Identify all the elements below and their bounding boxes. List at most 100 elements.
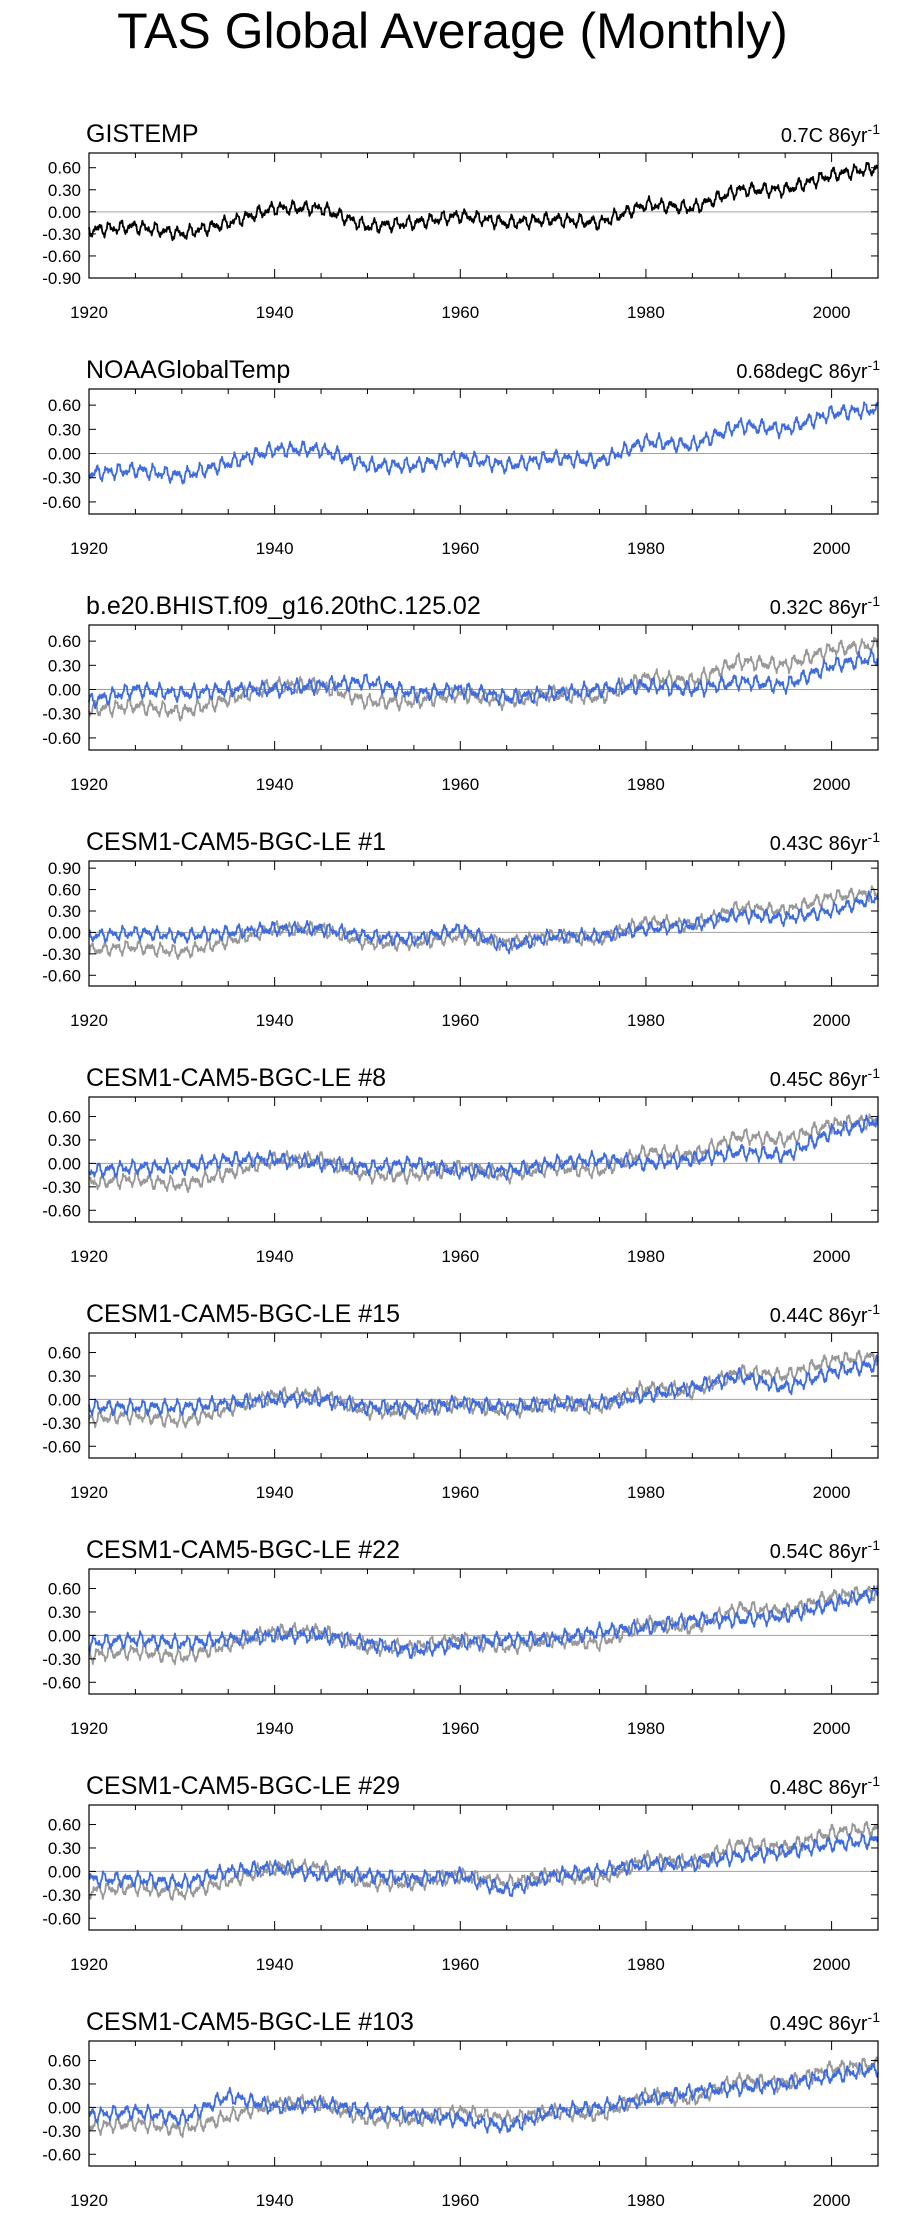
- trend-label: 0.49C 86yr-1: [770, 2009, 881, 2035]
- y-tick-label: 0.00: [48, 203, 81, 222]
- x-tick-label: 1940: [256, 2191, 294, 2210]
- y-tick-label: 0.60: [48, 1816, 81, 1835]
- trend-exponent: -1: [868, 1065, 881, 1081]
- y-tick-label: -0.60: [42, 1909, 81, 1928]
- figure-title: TAS Global Average (Monthly): [117, 3, 788, 59]
- trend-exponent: -1: [868, 593, 881, 609]
- trend-label: 0.68degC 86yr-1: [736, 357, 880, 383]
- x-tick-label: 1980: [627, 1011, 665, 1030]
- y-tick-label: 0.00: [48, 1862, 81, 1881]
- model-series-line: [88, 1354, 879, 1417]
- x-tick-label: 1940: [256, 1247, 294, 1266]
- panel-title: CESM1-CAM5-BGC-LE #15: [86, 1300, 400, 1328]
- y-tick-label: 0.60: [48, 881, 81, 900]
- y-tick-label: 0.30: [48, 1131, 81, 1150]
- x-tick-label: 1980: [627, 1719, 665, 1738]
- x-tick-label: 1920: [70, 1719, 108, 1738]
- panel-title: NOAAGlobalTemp: [86, 356, 290, 384]
- x-tick-label: 1960: [441, 1247, 479, 1266]
- trend-exponent: -1: [868, 1537, 881, 1553]
- x-tick-label: 1940: [256, 1719, 294, 1738]
- panel-title: b.e20.BHIST.f09_g16.20thC.125.02: [86, 592, 481, 620]
- trend-label: 0.7C 86yr-1: [781, 121, 880, 147]
- x-tick-label: 1920: [70, 1011, 108, 1030]
- y-tick-label: -0.60: [42, 1673, 81, 1692]
- y-tick-label: -0.60: [42, 1437, 81, 1456]
- y-tick-label: -0.30: [42, 1650, 81, 1669]
- y-tick-label: -0.60: [42, 1201, 81, 1220]
- trend-exponent: -1: [868, 829, 881, 845]
- model-series-line: [88, 1585, 879, 1660]
- y-tick-label: 0.60: [48, 1580, 81, 1599]
- reference-series-line: [88, 1820, 879, 1901]
- plot-frame: [88, 624, 879, 751]
- y-tick-label: 0.60: [48, 1344, 81, 1363]
- y-tick-label: -0.60: [42, 247, 81, 266]
- trend-exponent: -1: [868, 357, 881, 373]
- trend-exponent: -1: [868, 1773, 881, 1789]
- y-tick-label: -0.60: [42, 2145, 81, 2164]
- x-tick-label: 1980: [627, 1483, 665, 1502]
- trend-value: 0.49C 86yr: [770, 2013, 868, 2035]
- plot-frame: [88, 2040, 879, 2167]
- x-tick-label: 1920: [70, 775, 108, 794]
- x-tick-label: 1920: [70, 303, 108, 322]
- x-tick-label: 1960: [441, 1955, 479, 1974]
- y-tick-label: -0.30: [42, 1886, 81, 1905]
- observed-series-line: [88, 162, 879, 242]
- plot-frame: [88, 1568, 879, 1695]
- model-series-line: [88, 1114, 879, 1182]
- plot-frame: [88, 1804, 879, 1931]
- x-tick-label: 1980: [627, 539, 665, 558]
- x-tick-label: 2000: [813, 2191, 851, 2210]
- trend-label: 0.32C 86yr-1: [770, 593, 881, 619]
- panel-title: CESM1-CAM5-BGC-LE #8: [86, 1064, 386, 1092]
- reference-series-line: [88, 636, 879, 722]
- y-tick-label: 0.30: [48, 656, 81, 675]
- plot-frame: [88, 1332, 879, 1459]
- y-tick-label: -0.30: [42, 1414, 81, 1433]
- trend-label: 0.48C 86yr-1: [770, 1773, 881, 1799]
- x-tick-label: 1960: [441, 775, 479, 794]
- x-tick-label: 1980: [627, 775, 665, 794]
- model-series-line: [88, 890, 879, 955]
- y-tick-label: 0.00: [48, 445, 81, 464]
- y-tick-label: 0.30: [48, 2075, 81, 2094]
- plot-frame: [88, 860, 879, 987]
- y-tick-label: 0.00: [48, 681, 81, 700]
- x-tick-label: 1940: [256, 539, 294, 558]
- trend-value: 0.45C 86yr: [770, 1069, 868, 1091]
- x-tick-label: 1940: [256, 303, 294, 322]
- y-tick-label: -0.30: [42, 705, 81, 724]
- x-tick-label: 1940: [256, 1011, 294, 1030]
- y-tick-label: -0.60: [42, 493, 81, 512]
- trend-exponent: -1: [868, 121, 881, 137]
- y-tick-label: 0.90: [48, 859, 81, 878]
- y-tick-label: 0.30: [48, 181, 81, 200]
- plot-frame: [88, 388, 879, 515]
- y-tick-label: 0.30: [48, 1367, 81, 1386]
- x-tick-label: 1980: [627, 1955, 665, 1974]
- x-tick-label: 1920: [70, 1483, 108, 1502]
- trend-value: 0.68degC 86yr: [736, 361, 868, 383]
- y-tick-label: 0.30: [48, 902, 81, 921]
- y-tick-label: 0.60: [48, 632, 81, 651]
- x-tick-label: 1960: [441, 1483, 479, 1502]
- y-tick-label: -0.30: [42, 1178, 81, 1197]
- trend-value: 0.7C 86yr: [781, 125, 868, 147]
- x-tick-label: 1960: [441, 539, 479, 558]
- x-tick-label: 1960: [441, 1011, 479, 1030]
- y-tick-label: -0.60: [42, 729, 81, 748]
- y-tick-label: 0.00: [48, 1626, 81, 1645]
- y-tick-label: 0.60: [48, 1108, 81, 1127]
- y-tick-label: -0.60: [42, 966, 81, 985]
- panel-title: CESM1-CAM5-BGC-LE #22: [86, 1536, 400, 1564]
- trend-label: 0.43C 86yr-1: [770, 829, 881, 855]
- plot-frame: [88, 152, 879, 279]
- x-tick-label: 2000: [813, 1955, 851, 1974]
- y-tick-label: 0.00: [48, 1154, 81, 1173]
- reference-series-line: [88, 1349, 879, 1429]
- panel-title: GISTEMP: [86, 120, 199, 148]
- panel-title: CESM1-CAM5-BGC-LE #29: [86, 1772, 400, 1800]
- x-tick-label: 2000: [813, 1247, 851, 1266]
